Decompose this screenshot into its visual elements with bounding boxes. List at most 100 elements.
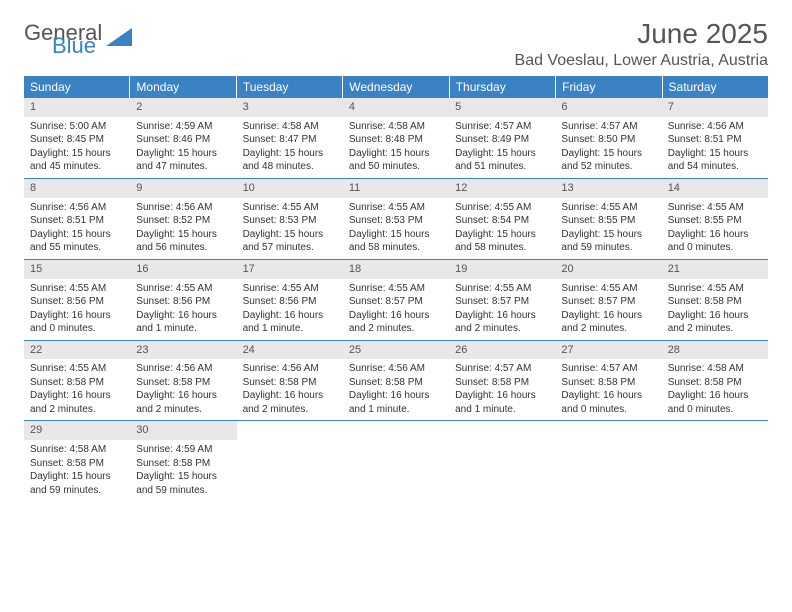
daylight-text: and 57 minutes. [243,241,337,255]
daylight-text: and 1 minute. [455,403,549,417]
daylight-text: Daylight: 16 hours [668,228,762,242]
daylight-text: and 58 minutes. [349,241,443,255]
day-number: 11 [343,179,449,198]
day-number: 20 [555,260,661,279]
daylight-text: Daylight: 15 hours [668,147,762,161]
sunrise-text: Sunrise: 5:00 AM [30,120,124,134]
daylight-text: Daylight: 15 hours [136,228,230,242]
sunset-text: Sunset: 8:57 PM [561,295,655,309]
day-cell: 6Sunrise: 4:57 AMSunset: 8:50 PMDaylight… [555,98,661,178]
day-cell [449,421,555,501]
sunset-text: Sunset: 8:56 PM [30,295,124,309]
day-cell: 4 Sunrise: 4:58 AMSunset: 8:48 PMDaylight… [343,98,449,178]
day-cell: 14Sunrise: 4:55 AMSunset: 8:55 PMDayligh… [662,179,768,259]
sunrise-text: Sunrise: 4:59 AM [136,120,230,134]
daylight-text: and 55 minutes. [30,241,124,255]
daylight-text: and 1 minute. [243,322,337,336]
sunset-text: Sunset: 8:55 PM [668,214,762,228]
day-number: 2 [130,98,236,117]
daylight-text: Daylight: 15 hours [30,147,124,161]
day-body: Sunrise: 4:56 AMSunset: 8:58 PMDaylight:… [130,362,236,416]
day-body: Sunrise: 4:55 AMSunset: 8:53 PMDaylight:… [237,201,343,255]
week-row: 22Sunrise: 4:55 AMSunset: 8:58 PMDayligh… [24,341,768,422]
day-cell: 19 Sunrise: 4:55 AMSunset: 8:57 PMDayligh… [449,260,555,340]
header: General Blue June 2025 Bad Voeslau, Lowe… [24,18,768,70]
day-body: Sunrise: 4:55 AMSunset: 8:53 PMDaylight:… [343,201,449,255]
weekday-header: Sunday [24,76,130,98]
sunset-text: Sunset: 8:58 PM [561,376,655,390]
day-number: 8 [24,179,130,198]
day-number: 4 [343,98,449,117]
daylight-text: and 1 minute. [136,322,230,336]
sunrise-text: Sunrise: 4:55 AM [243,201,337,215]
weekday-header: Tuesday [237,76,343,98]
sunset-text: Sunset: 8:56 PM [243,295,337,309]
daylight-text: and 52 minutes. [561,160,655,174]
sunrise-text: Sunrise: 4:55 AM [561,201,655,215]
day-number: 19 [449,260,555,279]
day-body: Sunrise: 4:56 AMSunset: 8:58 PMDaylight:… [343,362,449,416]
day-number: 6 [555,98,661,117]
day-body: Sunrise: 4:55 AMSunset: 8:58 PMDaylight:… [662,282,768,336]
daylight-text: and 59 minutes. [561,241,655,255]
sunset-text: Sunset: 8:57 PM [455,295,549,309]
day-cell: 24Sunrise: 4:56 AMSunset: 8:58 PMDayligh… [237,341,343,421]
daylight-text: Daylight: 16 hours [243,389,337,403]
daylight-text: and 2 minutes. [561,322,655,336]
day-body: Sunrise: 4:55 AMSunset: 8:57 PMDaylight:… [449,282,555,336]
month-title: June 2025 [515,18,768,50]
daylight-text: and 0 minutes. [561,403,655,417]
sunset-text: Sunset: 8:58 PM [136,457,230,471]
daylight-text: Daylight: 16 hours [455,309,549,323]
daylight-text: Daylight: 16 hours [668,309,762,323]
sunset-text: Sunset: 8:58 PM [668,295,762,309]
daylight-text: Daylight: 16 hours [561,389,655,403]
sunset-text: Sunset: 8:58 PM [243,376,337,390]
daylight-text: Daylight: 15 hours [136,147,230,161]
logo-triangle-icon [106,28,132,51]
daylight-text: and 50 minutes. [349,160,443,174]
week-row: 1Sunrise: 5:00 AMSunset: 8:45 PMDaylight… [24,98,768,179]
daylight-text: and 59 minutes. [30,484,124,498]
day-number: 18 [343,260,449,279]
sunset-text: Sunset: 8:47 PM [243,133,337,147]
day-number: 22 [24,341,130,360]
day-number: 26 [449,341,555,360]
sunrise-text: Sunrise: 4:56 AM [30,201,124,215]
daylight-text: and 58 minutes. [455,241,549,255]
day-cell: 29Sunrise: 4:58 AMSunset: 8:58 PMDayligh… [24,421,130,501]
sunset-text: Sunset: 8:52 PM [136,214,230,228]
sunset-text: Sunset: 8:57 PM [349,295,443,309]
sunrise-text: Sunrise: 4:55 AM [561,282,655,296]
day-number: 12 [449,179,555,198]
day-cell: 22Sunrise: 4:55 AMSunset: 8:58 PMDayligh… [24,341,130,421]
day-number: 21 [662,260,768,279]
sunset-text: Sunset: 8:50 PM [561,133,655,147]
daylight-text: and 2 minutes. [455,322,549,336]
daylight-text: and 54 minutes. [668,160,762,174]
daylight-text: Daylight: 15 hours [349,147,443,161]
day-cell: 1Sunrise: 5:00 AMSunset: 8:45 PMDaylight… [24,98,130,178]
day-number: 15 [24,260,130,279]
day-cell: 17Sunrise: 4:55 AMSunset: 8:56 PMDayligh… [237,260,343,340]
day-number: 3 [237,98,343,117]
daylight-text: Daylight: 16 hours [30,389,124,403]
sunrise-text: Sunrise: 4:55 AM [668,201,762,215]
daylight-text: Daylight: 15 hours [243,228,337,242]
sunrise-text: Sunrise: 4:57 AM [455,362,549,376]
sunrise-text: Sunrise: 4:55 AM [349,282,443,296]
sunrise-text: Sunrise: 4:55 AM [349,201,443,215]
sunrise-text: Sunrise: 4:57 AM [561,362,655,376]
sunrise-text: Sunrise: 4:55 AM [30,362,124,376]
day-body: Sunrise: 4:58 AMSunset: 8:48 PMDaylight:… [343,120,449,174]
sunset-text: Sunset: 8:48 PM [349,133,443,147]
sunset-text: Sunset: 8:58 PM [455,376,549,390]
weekday-header: Saturday [663,76,768,98]
sunset-text: Sunset: 8:49 PM [455,133,549,147]
daylight-text: and 45 minutes. [30,160,124,174]
daylight-text: Daylight: 16 hours [243,309,337,323]
day-cell: 25Sunrise: 4:56 AMSunset: 8:58 PMDayligh… [343,341,449,421]
sunset-text: Sunset: 8:53 PM [349,214,443,228]
sunrise-text: Sunrise: 4:55 AM [668,282,762,296]
daylight-text: and 48 minutes. [243,160,337,174]
